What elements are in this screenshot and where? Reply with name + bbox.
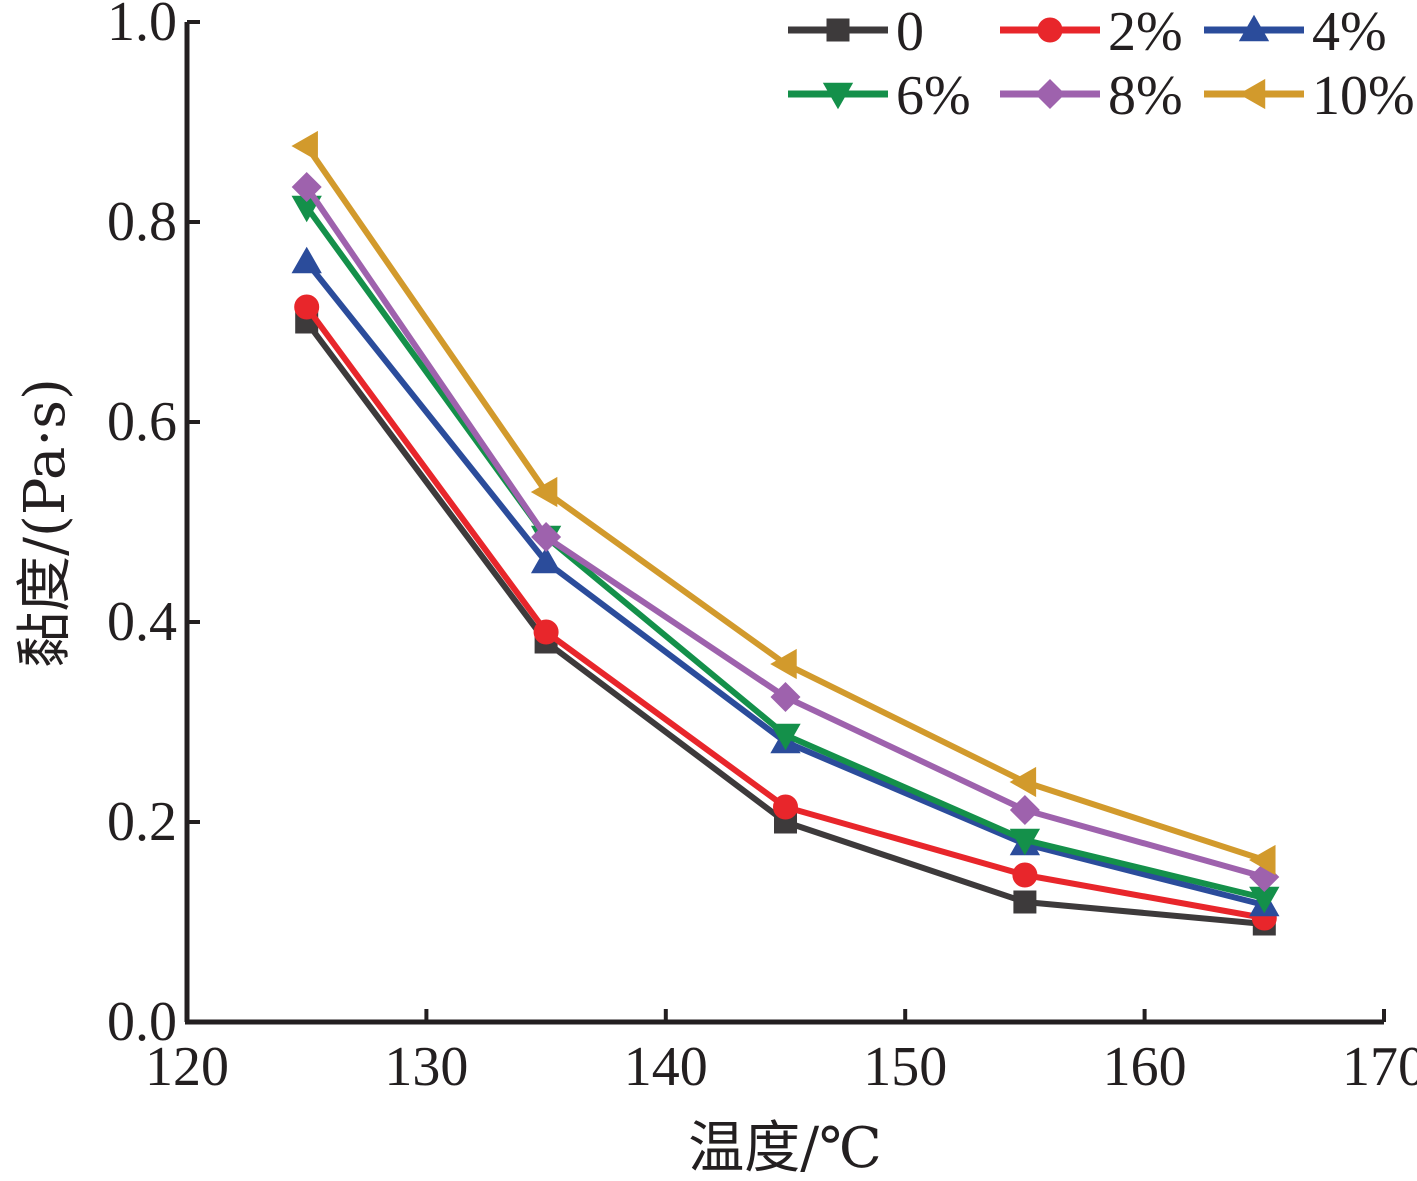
- x-tick-label: 170: [1342, 1036, 1417, 1098]
- y-tick-label: 0.4: [107, 591, 177, 653]
- data-point: [531, 521, 562, 553]
- data-point: [1248, 844, 1276, 876]
- legend-marker: [1037, 17, 1063, 43]
- data-point: [773, 794, 798, 820]
- series-layer: [291, 130, 1280, 936]
- y-axis-title: 黏度/(Pa·s): [13, 378, 78, 668]
- legend-marker: [822, 82, 854, 110]
- x-tick-label: 160: [1103, 1036, 1187, 1098]
- y-tick-label: 0.6: [107, 391, 177, 453]
- legend-item: 2%: [1000, 1, 1183, 63]
- x-axis-title: 温度/℃: [688, 1116, 882, 1181]
- legend-marker: [826, 18, 850, 42]
- data-point: [1013, 890, 1037, 914]
- legend-marker: [1034, 78, 1066, 110]
- data-point: [1009, 766, 1037, 798]
- legend: 0 2% 4% 6% 8% 10%: [788, 1, 1415, 127]
- data-point: [770, 681, 801, 713]
- y-tick-label: 1.0: [107, 0, 177, 53]
- data-point: [1009, 828, 1041, 856]
- x-tick-label: 130: [384, 1036, 468, 1098]
- series-line: [304, 185, 1266, 880]
- axes: [184, 22, 1384, 1025]
- data-point: [291, 246, 322, 274]
- data-point: [533, 619, 559, 645]
- data-point: [530, 476, 558, 508]
- y-tick-label: 0.0: [107, 991, 177, 1053]
- legend-item: 4%: [1204, 1, 1387, 63]
- legend-marker: [1238, 78, 1266, 110]
- legend-item: 0: [788, 1, 924, 63]
- legend-item: 8%: [1000, 65, 1183, 127]
- x-tick-label: 150: [863, 1036, 947, 1098]
- legend-label: 0: [896, 1, 924, 63]
- legend-label: 10%: [1312, 65, 1415, 127]
- data-point: [291, 171, 322, 203]
- legend-label: 6%: [896, 65, 971, 127]
- legend-label: 4%: [1312, 1, 1387, 63]
- data-point: [291, 130, 318, 162]
- data-point: [1009, 794, 1040, 826]
- data-point: [1012, 862, 1038, 888]
- data-point: [530, 546, 562, 574]
- y-ticks: 0.0 0.2 0.4 0.6 0.8 1.0: [107, 0, 200, 1053]
- data-point: [770, 648, 797, 680]
- series-1: [294, 294, 1277, 931]
- x-tick-label: 120: [145, 1036, 229, 1098]
- x-ticks: 120 130 140 150 160 170: [145, 1009, 1417, 1098]
- legend-item: 10%: [1204, 65, 1415, 127]
- series-5: [291, 130, 1276, 876]
- series-4: [291, 171, 1280, 893]
- legend-item: 6%: [788, 65, 971, 127]
- legend-label: 2%: [1108, 1, 1183, 63]
- data-point: [294, 294, 320, 320]
- y-tick-label: 0.8: [107, 191, 177, 253]
- series-line: [304, 205, 1266, 901]
- y-tick-label: 0.2: [107, 791, 177, 853]
- x-tick-label: 140: [624, 1036, 708, 1098]
- data-point: [770, 723, 801, 751]
- legend-label: 8%: [1108, 65, 1183, 127]
- legend-marker: [1238, 14, 1270, 42]
